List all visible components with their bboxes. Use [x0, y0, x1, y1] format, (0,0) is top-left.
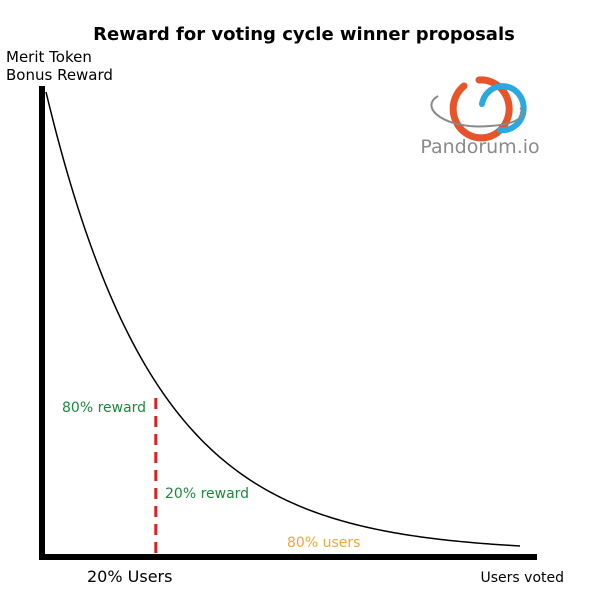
logo-text: Pandorum.io [420, 136, 539, 158]
y-axis-label-line-1: Merit Token [6, 48, 92, 66]
x-axis-label-left: 20% Users [87, 567, 172, 586]
logo-blue-ring [479, 83, 527, 134]
annotation-80-reward: 80% reward [62, 400, 146, 416]
x-axis-label-right: Users voted [481, 570, 565, 586]
logo-swoosh [430, 95, 524, 128]
pandorum-logo: Pandorum.io [420, 76, 540, 158]
chart-title: Reward for voting cycle winner proposals [93, 24, 515, 45]
y-axis-label-line-2: Bonus Reward [6, 66, 113, 84]
annotation-20-reward: 20% reward [165, 486, 249, 502]
annotation-80-users: 80% users [287, 535, 360, 551]
series-line [45, 91, 521, 547]
